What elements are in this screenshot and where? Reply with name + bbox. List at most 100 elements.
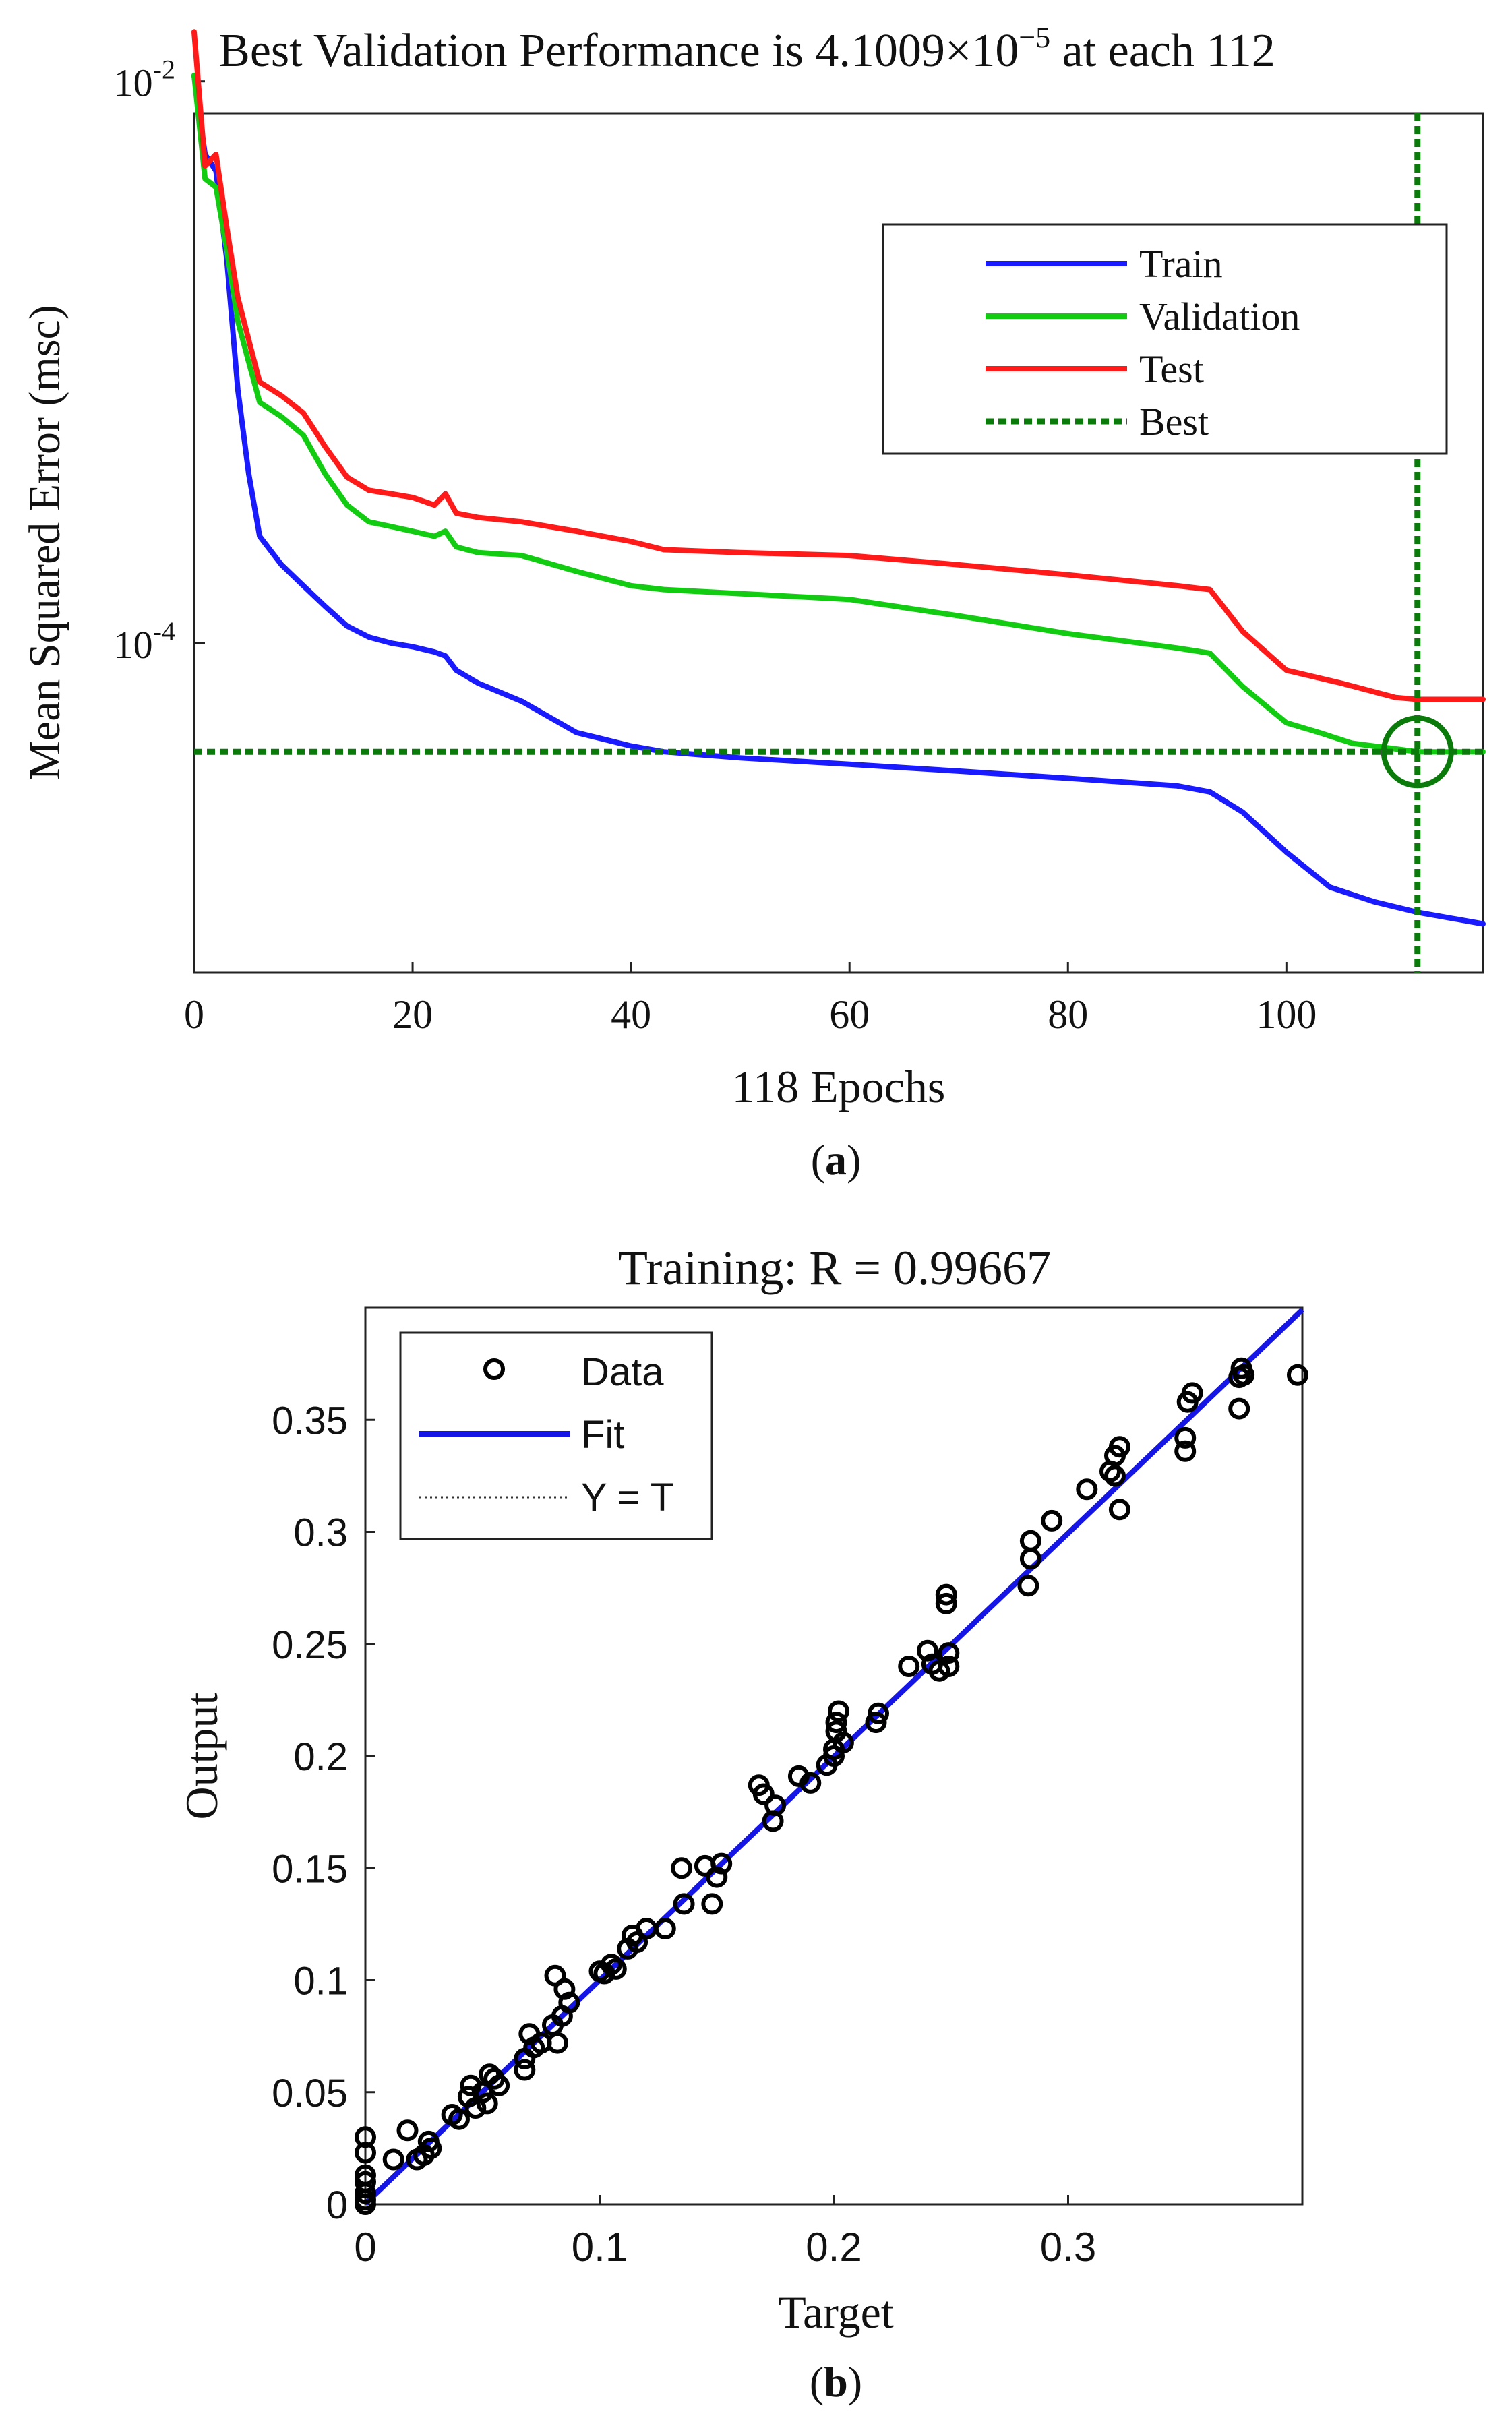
data-point bbox=[382, 2148, 404, 2171]
panel-a-x-tick-label: 0 bbox=[184, 992, 204, 1037]
panel-a-legend: Train Validation Test Best bbox=[882, 223, 1448, 455]
panel-b-y-tick-label: 0 bbox=[326, 2183, 348, 2227]
panel-b-y-tick-label: 0.35 bbox=[272, 1399, 348, 1443]
data-point bbox=[355, 2164, 376, 2186]
legend-train-label: Train bbox=[1139, 242, 1223, 286]
data-point bbox=[935, 1592, 957, 1614]
data-point bbox=[1174, 1440, 1197, 1462]
panel-b-regression-plot: Training: R = 0.99667 0 0.05 0.1 0.15 0.2 0.2… bbox=[176, 1241, 1308, 2406]
data-point bbox=[1104, 1465, 1126, 1487]
data-point bbox=[868, 1702, 889, 1724]
panel-b-y-tick-label: 0.25 bbox=[272, 1623, 348, 1667]
series-train-line bbox=[191, 72, 1486, 927]
panel-a-y-axis-label: Mean Squared Error (msc) bbox=[20, 305, 69, 781]
legend-data-label: Data bbox=[581, 1350, 664, 1394]
legend-fit-label: Fit bbox=[581, 1413, 624, 1457]
data-point bbox=[488, 2074, 510, 2096]
data-point bbox=[764, 1794, 787, 1817]
data-point bbox=[1019, 1530, 1041, 1552]
panel-a-y-tick-label: 10-4 bbox=[114, 616, 175, 667]
panel-b-y-tick-label: 0.1 bbox=[293, 1960, 348, 2003]
panel-b-x-ticks: 0 0.1 0.2 0.3 bbox=[354, 2195, 1096, 2270]
data-point bbox=[355, 2126, 376, 2148]
panel-a-caption: (a) bbox=[811, 1136, 861, 1184]
data-point bbox=[654, 1918, 676, 1939]
panel-b-x-tick-label: 0.3 bbox=[1040, 2225, 1096, 2270]
panel-a-x-tick-label: 20 bbox=[392, 992, 433, 1037]
panel-a-series bbox=[191, 29, 1486, 927]
panel-b-y-tick-label: 0.3 bbox=[293, 1511, 348, 1555]
panel-b-data-points bbox=[355, 1357, 1308, 2215]
data-point bbox=[799, 1772, 822, 1794]
panel-b-y-axis-label: Output bbox=[176, 1692, 227, 1819]
panel-a-y-tick-label: 10-2 bbox=[114, 55, 175, 105]
series-validation-line bbox=[191, 72, 1486, 755]
data-point bbox=[671, 1857, 693, 1879]
legend-best-label: Best bbox=[1139, 400, 1209, 444]
data-point bbox=[553, 1978, 576, 2000]
data-point bbox=[1228, 1397, 1250, 1420]
data-point bbox=[600, 1954, 622, 1976]
data-point bbox=[898, 1656, 920, 1677]
data-point bbox=[1076, 1478, 1098, 1501]
best-point-marker bbox=[1381, 715, 1454, 789]
panel-a-x-ticks: 0 20 40 60 80 100 bbox=[184, 962, 1317, 1037]
data-point bbox=[547, 2032, 568, 2054]
panel-b-x-tick-label: 0.2 bbox=[806, 2225, 861, 2270]
legend-test-label: Test bbox=[1139, 347, 1204, 391]
data-point bbox=[828, 1700, 849, 1722]
legend-data-marker bbox=[483, 1358, 505, 1380]
data-point bbox=[1108, 1499, 1130, 1521]
data-point bbox=[448, 2108, 470, 2130]
panel-a-x-tick-label: 60 bbox=[829, 992, 870, 1037]
panel-a-title: Best Validation Performance is 4.1009×10… bbox=[218, 21, 1275, 77]
panel-b-y-tick-label: 0.2 bbox=[293, 1735, 348, 1779]
series-test-line bbox=[191, 29, 1486, 702]
data-point bbox=[1108, 1436, 1130, 1458]
panel-b-x-tick-label: 0 bbox=[354, 2225, 376, 2270]
legend-validation-label: Validation bbox=[1139, 295, 1300, 338]
data-point bbox=[938, 1642, 960, 1664]
data-point bbox=[1041, 1509, 1063, 1532]
data-point bbox=[752, 1783, 775, 1805]
panel-b-y-tick-label: 0.05 bbox=[272, 2072, 348, 2115]
data-point bbox=[935, 1583, 957, 1606]
data-point bbox=[605, 1958, 627, 1980]
data-point bbox=[917, 1639, 938, 1662]
data-point bbox=[706, 1866, 728, 1888]
data-point bbox=[558, 1991, 580, 2014]
panel-a-x-axis-label: 118 Epochs bbox=[732, 1061, 946, 1112]
panel-a-legend-box bbox=[882, 223, 1448, 455]
data-point bbox=[1233, 1364, 1255, 1386]
data-point bbox=[673, 1893, 695, 1915]
panel-b-y-ticks: 0 0.05 0.1 0.15 0.2 0.25 0.3 0.35 bbox=[272, 1399, 375, 2227]
panel-a-x-tick-label: 100 bbox=[1256, 992, 1317, 1037]
data-point bbox=[1287, 1364, 1308, 1386]
panel-b-caption: (b) bbox=[810, 2358, 862, 2406]
panel-a-x-tick-label: 40 bbox=[611, 992, 651, 1037]
data-point bbox=[701, 1893, 723, 1915]
panel-b-title: Training: R = 0.99667 bbox=[618, 1241, 1051, 1295]
data-point bbox=[1174, 1426, 1197, 1449]
panel-b-x-tick-label: 0.1 bbox=[572, 2225, 628, 2270]
data-point bbox=[514, 2059, 536, 2081]
data-point bbox=[825, 1712, 847, 1734]
panel-b-x-axis-label: Target bbox=[778, 2287, 894, 2338]
data-point bbox=[832, 1732, 854, 1754]
panel-b-legend: Data Fit Y = T bbox=[399, 1331, 713, 1540]
data-point bbox=[710, 1852, 733, 1875]
data-point bbox=[476, 2092, 498, 2115]
panel-a-y-ticks: 10-2 10-4 bbox=[114, 55, 205, 667]
data-point bbox=[1017, 1575, 1039, 1597]
data-point bbox=[865, 1712, 887, 1734]
data-point bbox=[1181, 1382, 1203, 1404]
panel-a-x-tick-label: 80 bbox=[1048, 992, 1088, 1037]
legend-y-equals-t-label: Y = T bbox=[581, 1476, 674, 1519]
data-point bbox=[420, 2137, 442, 2159]
panel-a-performance-plot: Best Validation Performance is 4.1009×10… bbox=[20, 21, 1486, 1184]
data-point bbox=[396, 2119, 419, 2142]
panel-b-y-tick-label: 0.15 bbox=[272, 1847, 348, 1891]
data-point bbox=[355, 2171, 376, 2193]
data-point bbox=[938, 1656, 960, 1677]
